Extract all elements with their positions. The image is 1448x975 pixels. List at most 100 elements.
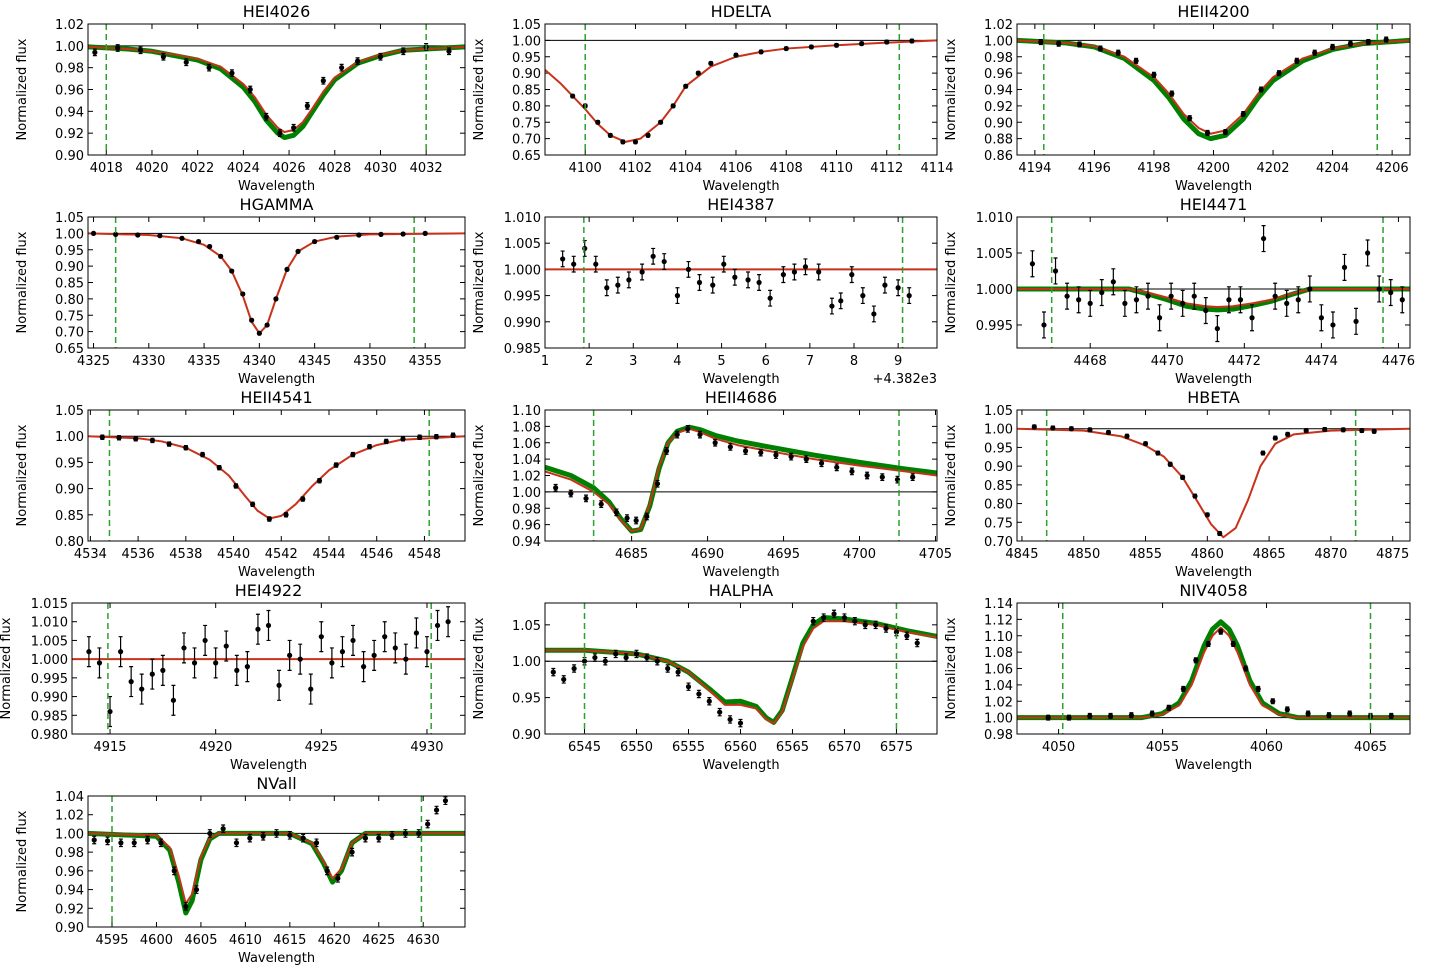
data-point xyxy=(598,501,604,507)
x-tick-label: 3 xyxy=(629,354,637,369)
data-point xyxy=(818,460,825,466)
y-axis-label: Normalized flux xyxy=(944,424,959,526)
data-point xyxy=(706,698,712,704)
data-point xyxy=(675,669,681,675)
x-tick-label: 7 xyxy=(806,354,814,369)
x-tick-label: 4468 xyxy=(1074,354,1107,369)
model-line xyxy=(88,45,465,134)
data-point xyxy=(403,656,409,662)
y-tick-label: 1.00 xyxy=(984,712,1013,727)
data-point xyxy=(402,830,409,837)
data-point xyxy=(1041,322,1047,328)
data-point xyxy=(1376,286,1382,292)
data-point xyxy=(297,656,303,662)
data-point xyxy=(624,515,630,521)
data-point xyxy=(400,231,406,237)
data-point xyxy=(1107,713,1114,719)
data-point xyxy=(1230,641,1236,647)
data-point xyxy=(273,296,279,302)
data-point xyxy=(266,516,272,522)
y-tick-label: 0.985 xyxy=(504,342,541,357)
data-point xyxy=(195,238,202,245)
plot-frame xyxy=(1016,23,1411,156)
data-point xyxy=(1365,39,1371,45)
data-point xyxy=(654,658,660,664)
data-point xyxy=(571,261,577,267)
data-point xyxy=(1169,90,1175,97)
data-point xyxy=(871,311,877,317)
data-point xyxy=(644,513,650,520)
data-point xyxy=(450,432,456,438)
y-tick-label: 0.75 xyxy=(55,309,84,324)
y-tick-label: 1.005 xyxy=(31,634,68,649)
data-point xyxy=(334,234,340,240)
x-tick-label: 4196 xyxy=(1078,161,1111,176)
data-point xyxy=(909,38,915,44)
panel: HALPHA Wavelength Normalized flux 6545 6550 6… xyxy=(472,581,938,773)
y-tick-label: 1.05 xyxy=(984,404,1013,419)
y-axis-label: Normalized flux xyxy=(472,424,487,526)
x-tick-label: 4206 xyxy=(1376,161,1409,176)
data-point xyxy=(202,637,208,644)
y-tick-label: 0.90 xyxy=(512,67,541,82)
data-point xyxy=(788,454,794,460)
data-point xyxy=(758,449,764,456)
data-point xyxy=(371,652,377,659)
data-point xyxy=(1052,268,1059,274)
data-point xyxy=(207,830,213,837)
x-tick-label: 4050 xyxy=(1042,740,1075,755)
data-point xyxy=(244,664,250,670)
data-point xyxy=(1122,300,1128,306)
x-tick-label: 4855 xyxy=(1129,547,1162,562)
x-tick-label: 4875 xyxy=(1376,547,1409,562)
model-band xyxy=(1017,37,1410,142)
x-tick-label: 4108 xyxy=(770,161,803,176)
panel: HEI4026 Wavelength Normalized flux 4018 4020… xyxy=(15,2,466,194)
x-tick-label: 4615 xyxy=(273,933,306,948)
x-axis-label: Wavelength xyxy=(238,179,315,194)
y-axis-label: Normalized flux xyxy=(15,38,30,140)
data-point xyxy=(349,849,355,855)
plot-frame xyxy=(71,602,466,735)
data-point xyxy=(382,634,388,640)
x-tick-label: 4860 xyxy=(1191,547,1224,562)
data-point xyxy=(170,697,177,703)
data-point xyxy=(1255,686,1261,692)
data-point xyxy=(1105,429,1112,436)
data-point xyxy=(1045,715,1051,721)
data-point xyxy=(157,233,163,239)
data-point xyxy=(710,282,716,288)
data-point xyxy=(685,684,692,690)
data-point xyxy=(602,658,608,664)
x-tick-label: 6555 xyxy=(672,740,705,755)
data-point xyxy=(745,277,751,283)
data-point xyxy=(712,440,718,446)
data-point xyxy=(1272,435,1278,441)
y-tick-label: 1.00 xyxy=(55,827,84,842)
panel-title: HEII4686 xyxy=(705,388,777,407)
data-point xyxy=(645,132,651,138)
panel: NIV4058 Wavelength Normalized flux 4050 4055… xyxy=(944,581,1411,773)
data-point xyxy=(1192,493,1198,499)
data-point xyxy=(1097,45,1103,52)
y-tick-label: 1.10 xyxy=(512,404,541,419)
plot-area xyxy=(545,410,937,541)
data-point xyxy=(160,54,166,60)
data-point xyxy=(1260,450,1266,456)
data-point xyxy=(1064,293,1070,299)
y-tick-label: 1.06 xyxy=(984,663,1013,678)
data-point xyxy=(1383,36,1389,43)
data-point xyxy=(434,622,441,629)
data-point xyxy=(864,472,870,479)
y-tick-label: 1.05 xyxy=(55,211,84,226)
data-point xyxy=(181,645,187,651)
data-point xyxy=(1167,461,1173,467)
data-point xyxy=(910,474,916,480)
data-point xyxy=(207,243,213,250)
data-point xyxy=(283,512,289,518)
x-tick-label: 4106 xyxy=(719,161,752,176)
x-tick-label: 4330 xyxy=(132,354,165,369)
plot-frame xyxy=(544,23,938,156)
data-point xyxy=(737,720,744,726)
panel-title: HEI4471 xyxy=(1180,195,1248,214)
